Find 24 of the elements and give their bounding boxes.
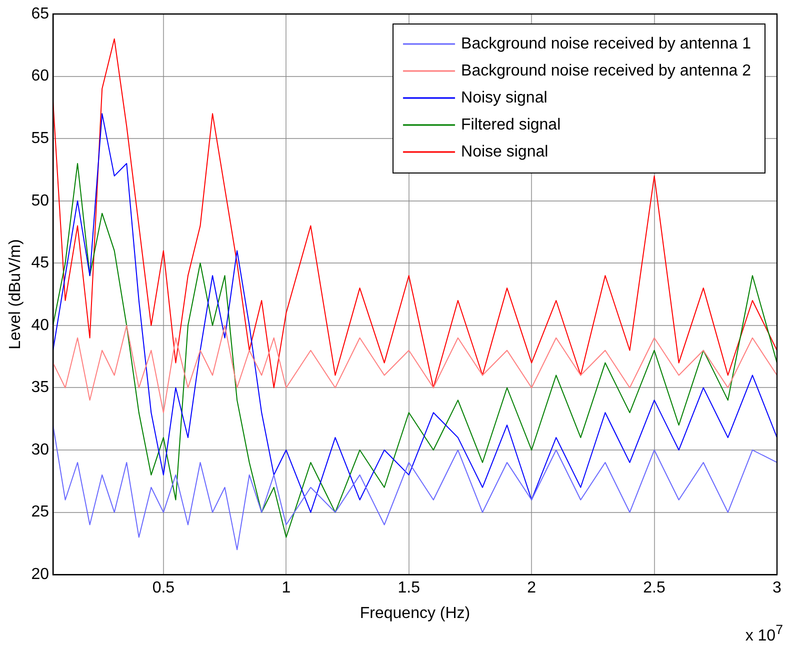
legend-label: Noise signal bbox=[461, 143, 548, 160]
legend-label: Noisy signal bbox=[461, 89, 548, 106]
text: x 10$^{7}$ bbox=[745, 622, 783, 645]
x-tick-label: 2 bbox=[527, 580, 536, 597]
y-axis-title: Level (dBuV/m) bbox=[7, 239, 24, 350]
x-tick-label: 1.5 bbox=[398, 580, 420, 597]
legend-label: Background noise received by antenna 1 bbox=[461, 35, 752, 52]
x-tick-label: 0.5 bbox=[152, 580, 175, 597]
x-axis-title: Frequency (Hz) bbox=[360, 604, 470, 622]
y-tick-label: 60 bbox=[31, 68, 50, 85]
y-tick-label: 45 bbox=[31, 254, 50, 272]
y-tick-label: 20 bbox=[31, 566, 50, 584]
legend-label: Filtered signal bbox=[461, 116, 561, 134]
legend-label: Background noise received by antenna 2 bbox=[461, 62, 752, 80]
y-tick-label: 25 bbox=[31, 504, 50, 521]
y-tick-label: 65 bbox=[31, 5, 50, 22]
x-tick-label: 1 bbox=[282, 580, 291, 597]
y-tick-label: 50 bbox=[31, 192, 50, 210]
x-tick-label: 2.5 bbox=[643, 580, 666, 597]
y-tick-label: 40 bbox=[31, 316, 50, 334]
y-tick-label: 35 bbox=[31, 379, 50, 396]
y-tick-label: 55 bbox=[31, 130, 50, 147]
x-tick-label: 3 bbox=[772, 580, 782, 597]
y-tick-label: 30 bbox=[31, 441, 50, 458]
